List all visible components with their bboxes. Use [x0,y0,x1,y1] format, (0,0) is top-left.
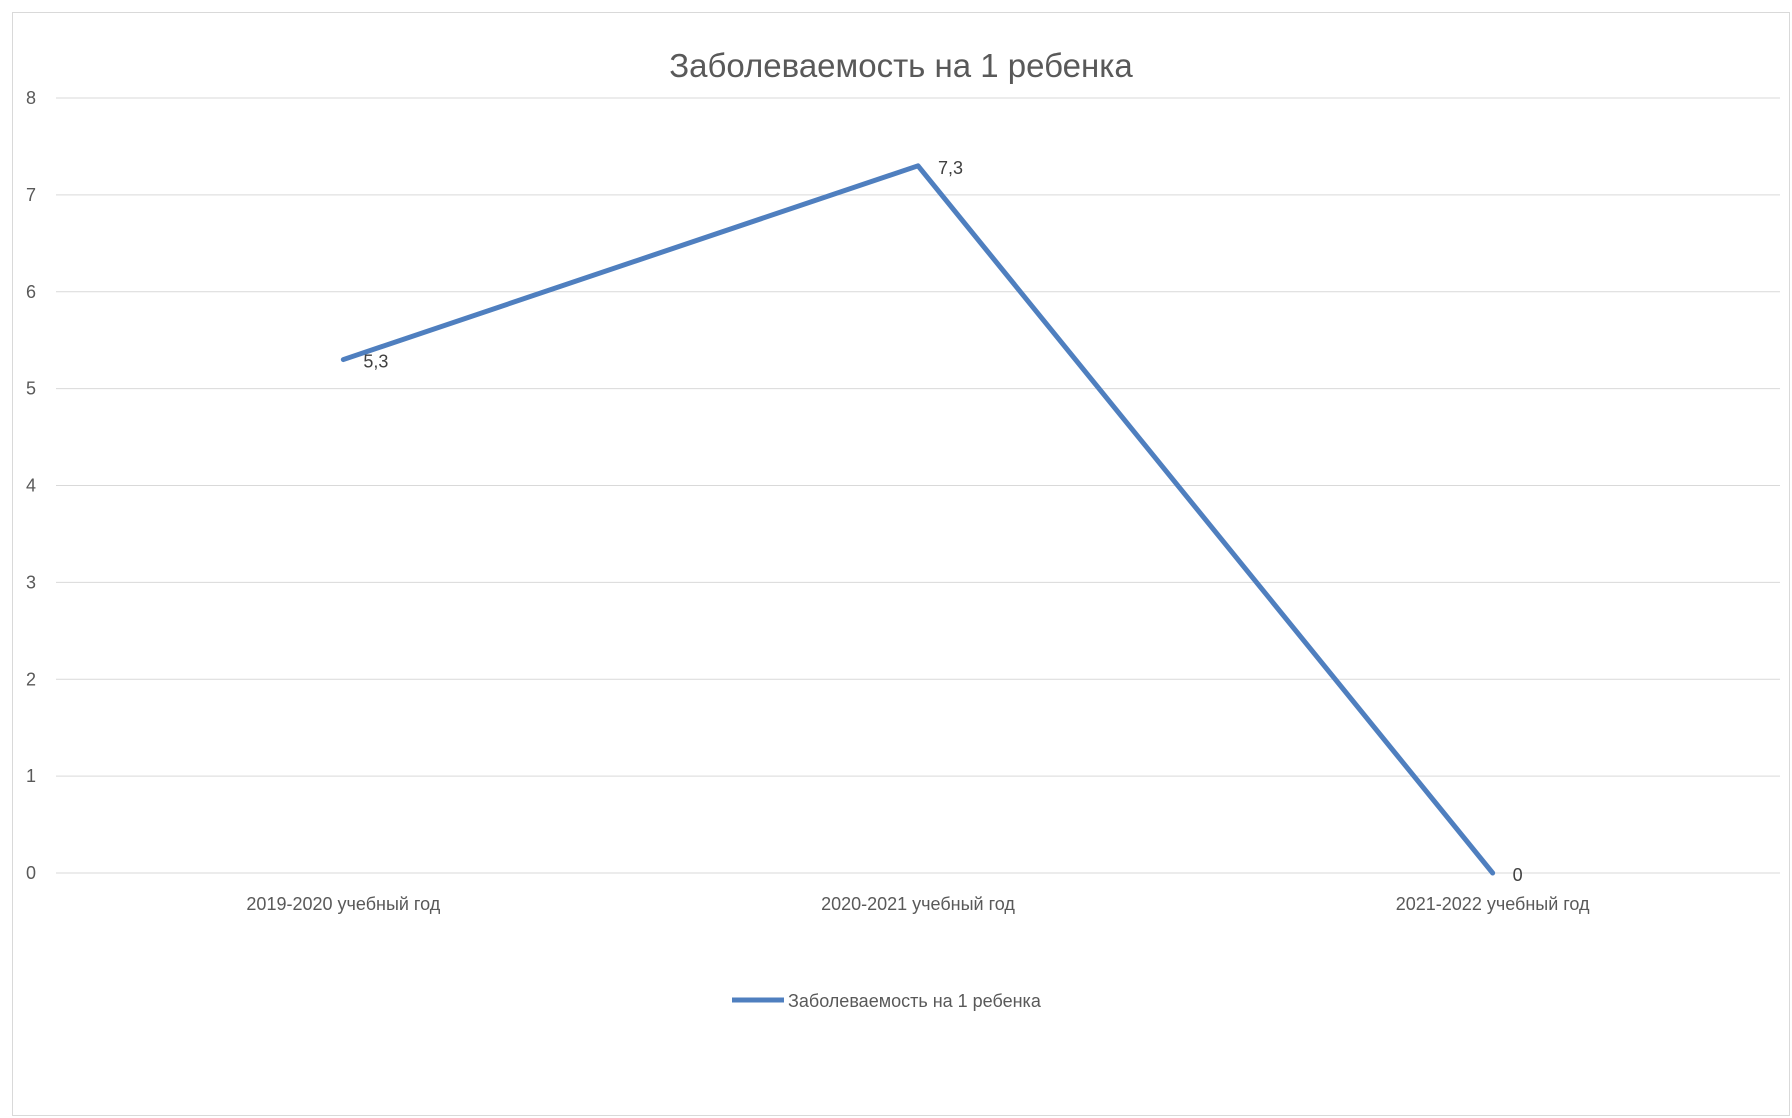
x-tick-label: 2019-2020 учебный год [246,894,440,914]
chart-frame: Заболеваемость на 1 ребенка [12,12,1790,1116]
data-point [1492,872,1494,874]
x-tick-label: 2021-2022 учебный год [1396,894,1590,914]
y-tick-label: 4 [26,476,36,496]
data-point [917,165,919,167]
legend-label: Заболеваемость на 1 ребенка [788,991,1042,1011]
y-tick-label: 3 [26,572,36,592]
y-tick-label: 7 [26,185,36,205]
x-tick-label: 2020-2021 учебный год [821,894,1015,914]
data-label: 7,3 [938,158,963,178]
y-tick-label: 2 [26,669,36,689]
y-tick-label: 6 [26,282,36,302]
data-label: 5,3 [363,352,388,372]
y-tick-label: 5 [26,379,36,399]
y-tick-label: 0 [26,863,36,883]
data-label: 0 [1513,865,1523,885]
y-tick-label: 8 [26,88,36,108]
series-line [340,163,1496,876]
y-tick-label: 1 [26,766,36,786]
data-point [342,359,344,361]
chart-title: Заболеваемость на 1 ребенка [669,47,1133,84]
